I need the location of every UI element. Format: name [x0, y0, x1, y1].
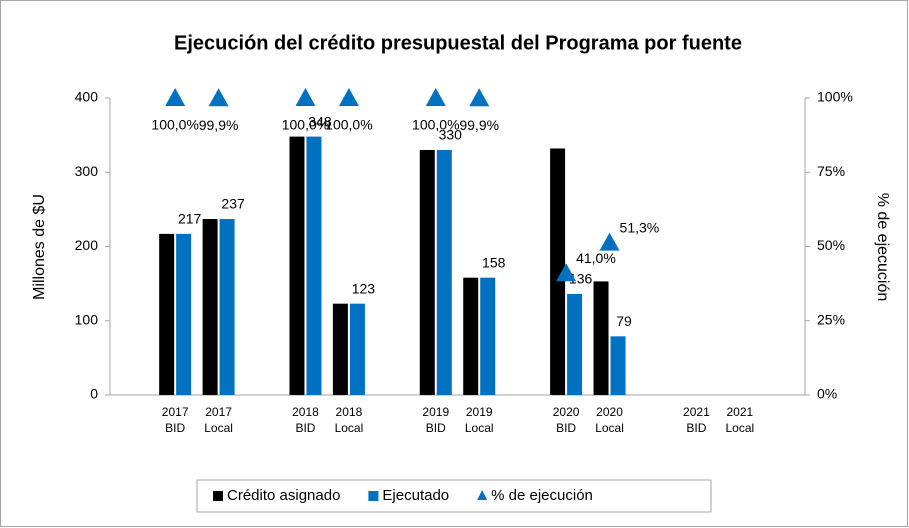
x-tick-label: 2019: [422, 405, 449, 419]
legend-marker: [368, 491, 379, 501]
bar: [332, 303, 348, 395]
data-label: 41,0%: [576, 250, 616, 266]
marker: [469, 88, 490, 107]
data-label: 136: [569, 271, 593, 287]
x-tick-label: 2018: [292, 405, 319, 419]
data-label: 217: [178, 211, 202, 227]
data-label: 100,0%: [282, 117, 329, 133]
bar: [219, 219, 235, 395]
y2-tick-label: 0%: [817, 386, 837, 402]
y2-tick-label: 50%: [817, 237, 845, 253]
y2-tick-label: 75%: [817, 163, 845, 179]
bar: [306, 136, 322, 396]
marker: [165, 88, 186, 106]
y-tick-label: 400: [75, 89, 99, 105]
bar: [349, 303, 365, 395]
x-tick-label: Local: [726, 421, 755, 435]
bar: [593, 281, 609, 395]
x-tick-label: BID: [556, 421, 576, 435]
marker: [556, 263, 577, 282]
bar: [480, 277, 496, 395]
x-tick-label: 2019: [466, 405, 493, 419]
x-tick-label: Local: [204, 421, 233, 435]
bar: [289, 136, 305, 396]
y-axis-label: Millones de $U: [31, 194, 48, 300]
bar: [419, 149, 435, 395]
bar: [436, 149, 452, 395]
x-tick-label: 2021: [683, 405, 710, 419]
marker: [208, 88, 229, 107]
data-label: 348: [308, 113, 332, 129]
bar: [159, 233, 175, 395]
data-label: 123: [352, 280, 376, 296]
marker: [295, 88, 316, 106]
x-tick-label: 2020: [553, 405, 580, 419]
legend-label: % de ejecución: [491, 487, 593, 504]
bar: [567, 294, 583, 395]
legend-box: [196, 479, 712, 513]
x-tick-label: Local: [335, 421, 364, 435]
y-tick-label: 0: [90, 386, 98, 402]
data-label: 79: [616, 313, 632, 329]
marker: [425, 88, 446, 106]
legend-marker: [213, 491, 223, 501]
data-label: 237: [221, 196, 245, 212]
chart-title: Ejecución del crédito presupuestal del P…: [174, 32, 742, 54]
legend-label: Ejecutado: [382, 487, 449, 504]
x-tick-label: 2020: [596, 405, 623, 419]
marker: [338, 88, 359, 106]
data-label: 158: [482, 254, 506, 270]
x-tick-label: 2017: [162, 405, 189, 419]
bar: [176, 233, 192, 395]
x-tick-label: 2021: [726, 405, 753, 419]
data-label: 100,0%: [151, 117, 198, 133]
y-tick-label: 300: [75, 163, 99, 179]
y-tick-label: 100: [75, 311, 99, 327]
x-tick-label: BID: [165, 421, 185, 435]
x-tick-label: BID: [426, 421, 446, 435]
x-tick-label: Local: [465, 421, 494, 435]
bar: [463, 277, 479, 395]
legend-label: Crédito asignado: [227, 487, 340, 504]
bar: [610, 336, 626, 395]
data-label: 100,0%: [325, 117, 372, 133]
y2-tick-label: 25%: [817, 311, 845, 327]
y-tick-label: 200: [75, 237, 99, 253]
y2-axis-label: % de ejecución: [874, 193, 891, 302]
data-label: 99,9%: [199, 117, 239, 133]
data-label: 99,9%: [459, 117, 499, 133]
data-label: 330: [439, 127, 463, 143]
x-tick-label: BID: [686, 421, 706, 435]
x-tick-label: Local: [595, 421, 624, 435]
y2-tick-label: 100%: [817, 89, 853, 105]
bar: [550, 148, 566, 395]
marker: [599, 232, 620, 251]
legend-marker: [477, 490, 488, 500]
bar: [202, 219, 218, 395]
data-label: 100,0%: [412, 117, 459, 133]
x-tick-label: 2018: [336, 405, 363, 419]
x-tick-label: 2017: [205, 405, 232, 419]
x-tick-label: BID: [295, 421, 315, 435]
data-label: 51,3%: [620, 219, 660, 235]
